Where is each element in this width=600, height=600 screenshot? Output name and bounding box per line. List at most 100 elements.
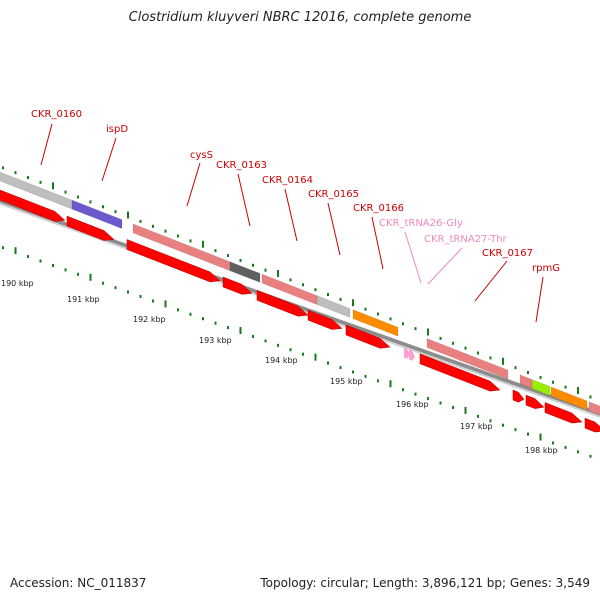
gene-label-rpmg: rpmG [532, 263, 560, 274]
tick-minor [577, 450, 579, 454]
tick-major [277, 270, 279, 278]
cds-arrow [66, 215, 115, 241]
tick-minor [327, 361, 329, 365]
tick-minor [502, 423, 504, 427]
cds-arrow [222, 276, 253, 295]
cds-arrow [126, 239, 221, 283]
kbp-label: 198 kbp [525, 446, 558, 455]
gene-label-ckr-0167: CKR_0167 [482, 248, 533, 259]
label-leader [327, 202, 341, 256]
label-leader [40, 123, 53, 166]
tick-minor [102, 281, 104, 285]
tick-major [202, 240, 204, 248]
tick-minor [339, 366, 342, 370]
tick-minor [127, 290, 129, 294]
cds-arrow [544, 402, 583, 424]
tick-minor [164, 229, 167, 233]
tick-major [577, 387, 579, 395]
tick-major [502, 357, 504, 365]
tick-minor [114, 286, 117, 290]
tick-minor [114, 210, 117, 214]
accession-text: Accession: NC_011837 [10, 576, 147, 590]
tick-minor [564, 445, 567, 449]
cds-arrow [307, 309, 343, 330]
kbp-label: 193 kbp [199, 336, 232, 345]
cds-arrow [256, 289, 309, 317]
tick-minor [252, 263, 254, 267]
tick-minor [327, 293, 329, 297]
tick-minor [189, 312, 192, 316]
label-leader [535, 276, 544, 323]
kbp-label: 197 kbp [460, 422, 493, 431]
label-leader [101, 137, 117, 182]
tick-minor [339, 297, 342, 301]
feature-block [531, 379, 551, 396]
gene-label-ckr-trna27-thr: CKR_tRNA27-Thr [424, 234, 508, 245]
label-leader [237, 173, 251, 227]
tick-minor [289, 348, 292, 352]
tick-minor [152, 224, 154, 228]
tick-minor [177, 308, 179, 312]
tick-minor [89, 200, 92, 204]
kbp-label: 194 kbp [265, 356, 298, 365]
tick-minor [564, 385, 567, 389]
tick-minor [552, 380, 554, 384]
tick-major [427, 328, 429, 336]
tick-major [52, 182, 54, 190]
tick-major [464, 406, 467, 414]
tick-major [539, 433, 542, 441]
tick-minor [227, 254, 229, 258]
cds-arrow [512, 389, 525, 403]
tick-minor [239, 258, 242, 262]
label-leader [427, 247, 463, 285]
tick-minor [139, 219, 142, 223]
trna-arrow [404, 347, 410, 359]
kbp-labels: 190 kbp 191 kbp 192 kbp 193 kbp 194 kbp 195 k… [1, 279, 558, 455]
tick-minor [414, 392, 417, 396]
label-leader [284, 188, 298, 242]
kbp-label: 191 kbp [67, 295, 100, 304]
tick-minor [489, 419, 492, 423]
cds-arrow [0, 189, 66, 222]
tick-minor [589, 395, 592, 399]
gene-label-ckr-trna26-gly: CKR_tRNA26-Gly [379, 218, 463, 229]
tick-minor [64, 268, 67, 272]
tick-minor [364, 374, 367, 378]
label-leader [371, 216, 384, 270]
tick-minor [452, 405, 454, 409]
kbp-label: 192 kbp [133, 315, 166, 324]
trna-arrow [409, 349, 415, 361]
tick-minor [77, 195, 79, 199]
tick-minor [2, 166, 4, 170]
tick-major [89, 273, 92, 281]
gene-label-ispd: ispD [106, 124, 128, 135]
tick-minor [414, 327, 417, 331]
tick-minor [227, 326, 229, 330]
tick-minor [52, 263, 54, 267]
tick-minor [377, 379, 379, 383]
tick-minor [402, 322, 404, 326]
tick-minor [77, 272, 79, 276]
tick-major [314, 353, 317, 361]
feature-blocks [0, 171, 600, 433]
feature-block [71, 199, 123, 229]
gene-label-ckr-0165: CKR_0165 [308, 189, 359, 200]
cds-arrow [584, 417, 600, 433]
tick-minor [439, 336, 442, 340]
tick-major [14, 247, 17, 255]
label-leader [186, 162, 201, 207]
tick-minor [552, 441, 554, 445]
tick-minor [477, 351, 479, 355]
map-title: Clostridium kluyveri NBRC 12016, complet… [128, 10, 472, 25]
kbp-label: 196 kbp [396, 400, 429, 409]
tick-minor [39, 259, 42, 263]
tick-minor [527, 432, 529, 436]
tick-marks [2, 166, 592, 458]
feature-block [229, 261, 261, 283]
tick-minor [214, 249, 217, 253]
tick-minor [439, 401, 442, 405]
tick-minor [252, 334, 254, 338]
feature-block [426, 338, 509, 380]
